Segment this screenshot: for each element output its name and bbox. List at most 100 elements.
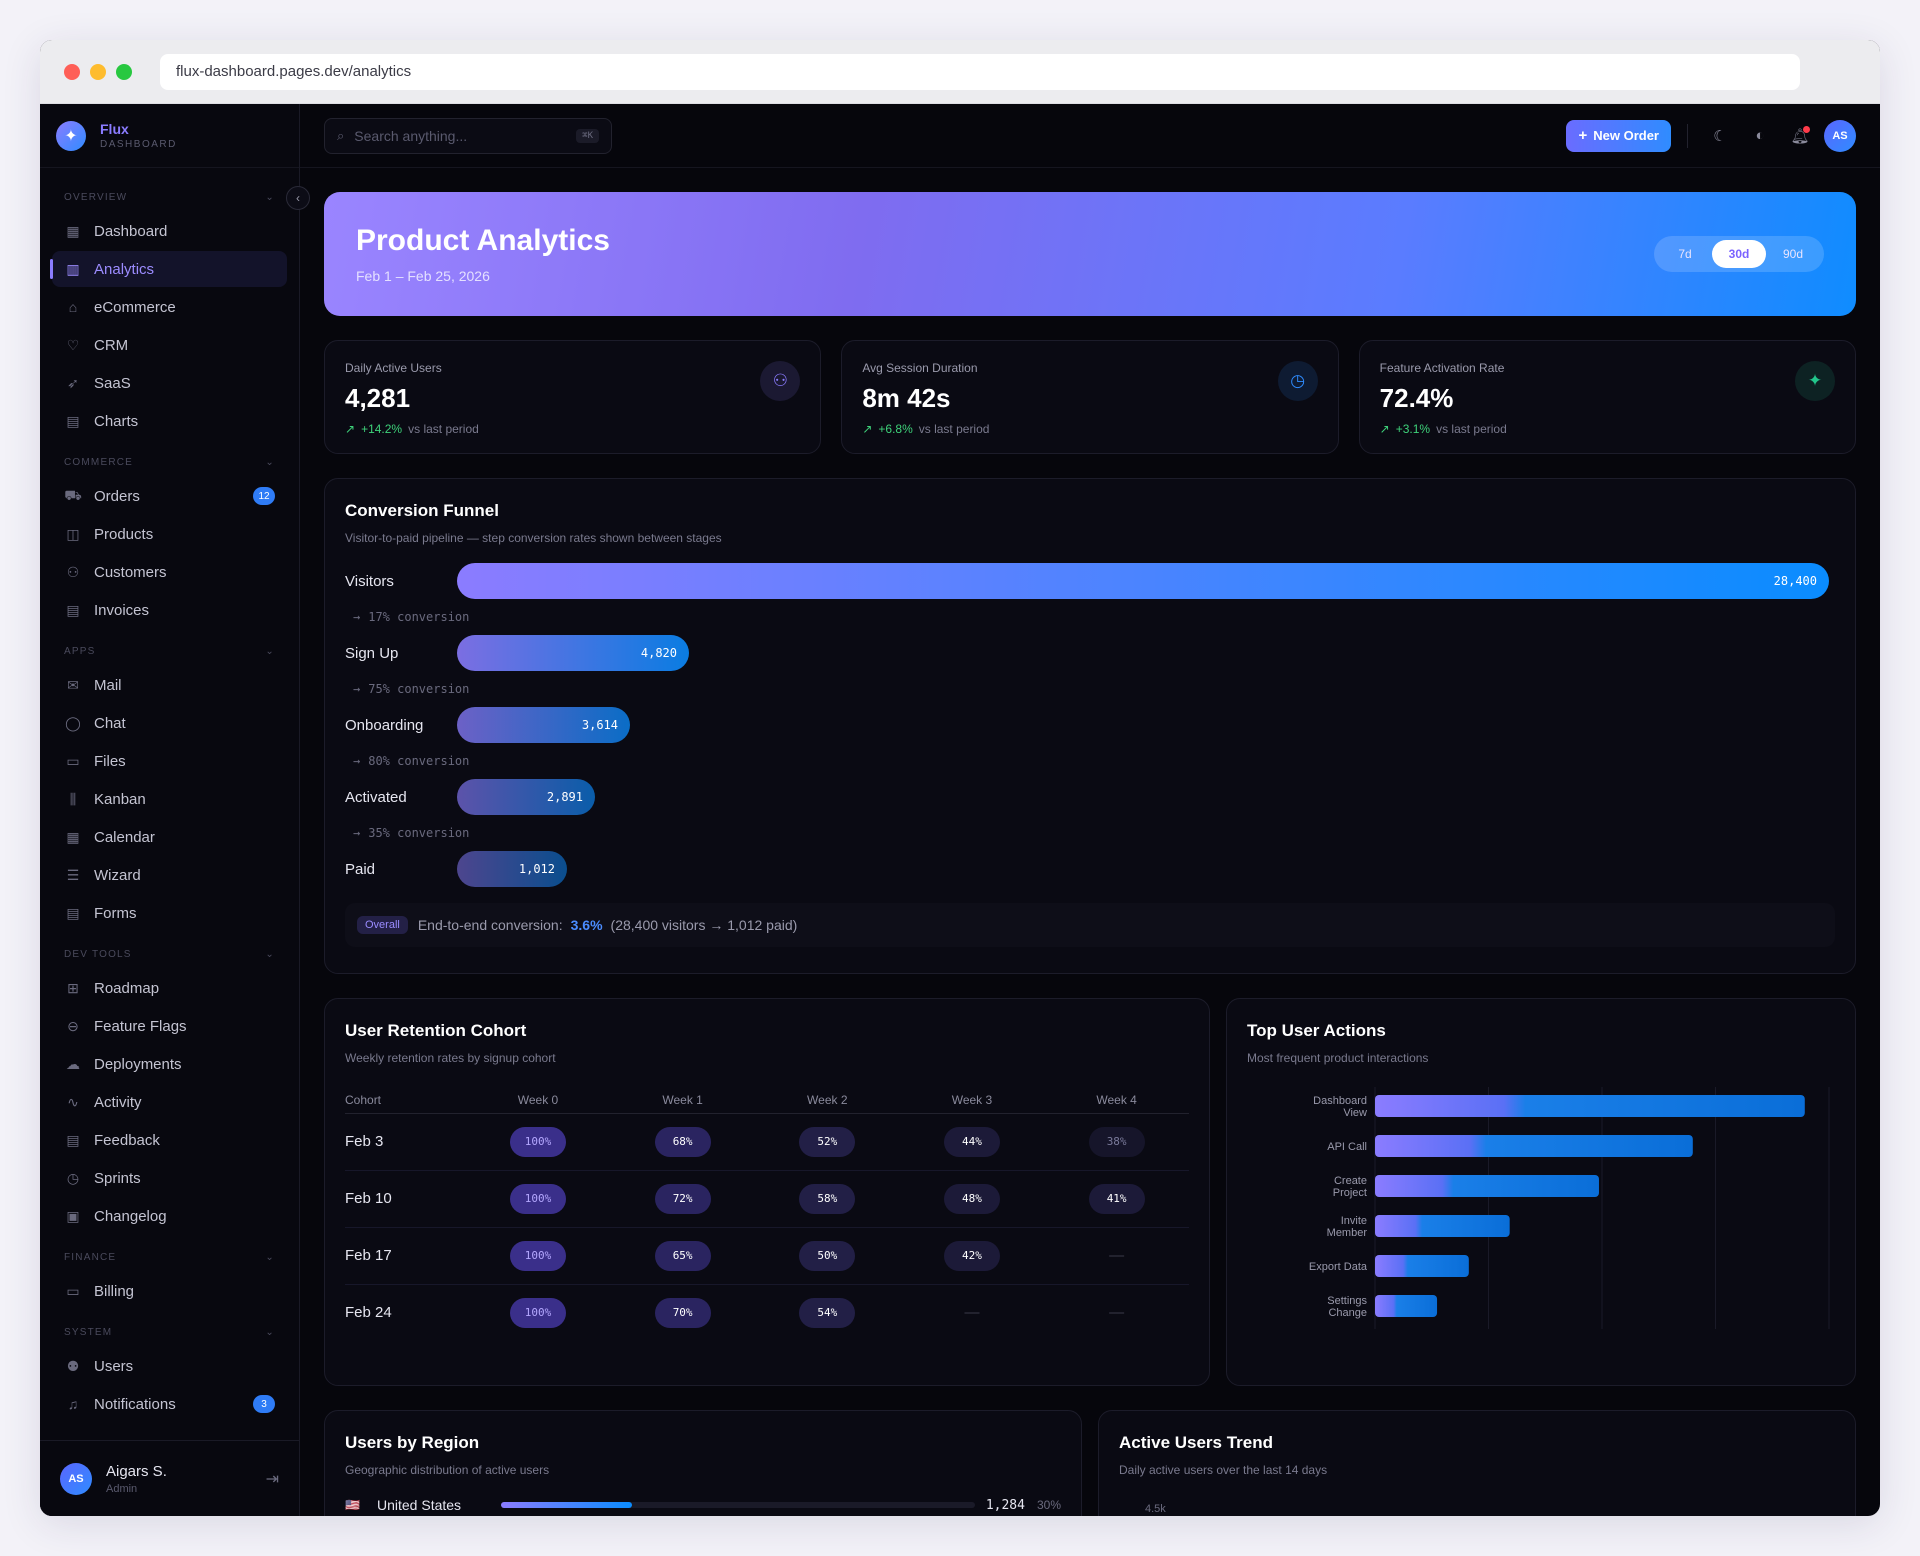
sidebar-section-title: APPS [64, 646, 96, 657]
category-label: Create Project [1333, 1175, 1367, 1199]
sidebar-item-calendar[interactable]: ▦ Calendar [52, 819, 287, 855]
sidebar-item-feature-flags[interactable]: ⊖ Feature Flags [52, 1008, 287, 1044]
sidebar-item-notifications[interactable]: ♫ Notifications 3 [52, 1386, 287, 1422]
x-tick-label: 0 [1372, 1346, 1378, 1347]
sidebar-item-sprints[interactable]: ◷ Sprints [52, 1160, 287, 1196]
users-icon: ⚇ [760, 361, 801, 401]
sidebar-item-charts[interactable]: ▤ Charts [52, 403, 287, 439]
sidebar-section-header[interactable]: OVERVIEW ⌄ [52, 182, 287, 213]
close-window-button[interactable] [64, 63, 80, 80]
cohort-cell: — [1044, 1284, 1189, 1341]
bell-icon: ♫ [67, 1396, 79, 1412]
sidebar-section-header[interactable]: SYSTEM ⌄ [52, 1317, 287, 1348]
sidebar-item-chat[interactable]: ◯ Chat [52, 705, 287, 741]
range-option-30d[interactable]: 30d [1712, 240, 1766, 268]
topbar-avatar[interactable]: AS [1824, 119, 1856, 152]
user-role: Admin [106, 1482, 138, 1495]
retention-value: 48% [943, 1183, 1000, 1214]
brand[interactable]: ✦ Flux DASHBOARD [40, 104, 299, 168]
new-order-label: New Order [1593, 128, 1659, 143]
collapse-sidebar-button[interactable]: ‹ [286, 186, 310, 210]
sidebar-item-wizard[interactable]: ☰ Wizard [52, 857, 287, 893]
sidebar-item-label: Invoices [94, 601, 150, 619]
sidebar-item-roadmap[interactable]: ⊞ Roadmap [52, 970, 287, 1006]
sidebar-item-label: Feature Flags [94, 1017, 187, 1035]
count-badge: 3 [253, 1395, 275, 1413]
sidebar-section-header[interactable]: APPS ⌄ [52, 636, 287, 667]
palette-button[interactable]: ◐ [1744, 120, 1776, 152]
address-bar[interactable]: flux-dashboard.pages.dev/analytics [160, 53, 1800, 90]
divider [1687, 123, 1688, 148]
sidebar-item-label: Sprints [94, 1169, 141, 1187]
column-header: Week 0 [465, 1087, 611, 1114]
theme-toggle-button[interactable]: ☾ [1704, 120, 1736, 152]
funnel-track: 1,012 [457, 851, 1835, 887]
cohort-cell: 68% [610, 1113, 755, 1171]
cohort-cell: 38% [1044, 1113, 1189, 1171]
arrow-right-icon: → [353, 826, 361, 840]
changelog-icon: ▣ [66, 1207, 80, 1224]
clock-icon: ◷ [1277, 361, 1318, 401]
sidebar-item-mail[interactable]: ✉ Mail [52, 667, 287, 703]
search-input[interactable]: ⌕ Search anything... ⌘K [324, 117, 612, 154]
funnel-stage: Paid 1,012 [345, 851, 1835, 887]
funnel-stage-label: Activated [345, 788, 407, 806]
minimize-window-button[interactable] [90, 63, 106, 80]
sidebar-item-label: Notifications [94, 1395, 176, 1413]
sidebar-section-header[interactable]: COMMERCE ⌄ [52, 447, 287, 478]
user-profile[interactable]: AS Aigars S. Admin ⇥ [40, 1440, 299, 1516]
arrow-right-icon: → [353, 610, 361, 624]
logout-icon[interactable]: ⇥ [265, 1470, 279, 1488]
chevron-down-icon: ⌄ [265, 192, 275, 203]
range-option-90d[interactable]: 90d [1782, 247, 1804, 261]
sidebar-item-saas[interactable]: ➶ SaaS [52, 365, 287, 401]
notifications-button[interactable]: 🔔︎ [1784, 120, 1816, 152]
new-order-button[interactable]: + New Order [1566, 119, 1671, 152]
sidebar-item-files[interactable]: ▭ Files [52, 743, 287, 779]
retention-value: 100% [509, 1240, 566, 1271]
country-name: United States [377, 1497, 462, 1513]
sidebar-item-crm[interactable]: ♡ CRM [52, 327, 287, 363]
funnel-bar: 1,012 [457, 851, 567, 887]
arrow-right-icon: → [353, 754, 361, 768]
trend-title: Active Users Trend [1119, 1433, 1274, 1452]
sidebar-item-ecommerce[interactable]: ⌂ eCommerce [52, 289, 287, 325]
top-actions-card: Top User Actions Most frequent product i… [1226, 998, 1856, 1386]
sidebar-section-header[interactable]: DEV TOOLS ⌄ [52, 939, 287, 970]
sidebar-item-users[interactable]: ⚉ Users [52, 1348, 287, 1384]
x-tick-label: 2.3k [1705, 1346, 1726, 1347]
sidebar-item-products[interactable]: ◫ Products [52, 516, 287, 552]
sidebar-item-orders[interactable]: ⛟ Orders 12 [52, 478, 287, 514]
maximize-window-button[interactable] [116, 63, 132, 80]
overall-value: 3.6% [570, 917, 603, 933]
sidebar-item-dashboard[interactable]: ▦ Dashboard [52, 213, 287, 249]
funnel-bar: 2,891 [457, 779, 595, 815]
sidebar-item-changelog[interactable]: ▣ Changelog [52, 1198, 287, 1234]
sidebar-item-customers[interactable]: ⚇ Customers [52, 554, 287, 590]
retention-value: 65% [654, 1240, 711, 1271]
shortcut-hint: ⌘K [576, 128, 599, 143]
retention-value: 54% [799, 1297, 856, 1328]
sidebar-item-billing[interactable]: ▭ Billing [52, 1273, 287, 1309]
sidebar-item-label: Wizard [94, 866, 141, 884]
box-icon: ◫ [66, 525, 80, 542]
category-label: Invite Member [1327, 1215, 1368, 1239]
cohort-cell: — [900, 1284, 1045, 1341]
sidebar-section-header[interactable]: FINANCE ⌄ [52, 1242, 287, 1273]
timer-icon: ◷ [66, 1169, 80, 1186]
sidebar-item-deployments[interactable]: ☁ Deployments [52, 1046, 287, 1082]
sidebar-item-forms[interactable]: ▤ Forms [52, 895, 287, 931]
sidebar-item-analytics[interactable]: ▥ Analytics [50, 251, 287, 287]
sidebar-item-invoices[interactable]: ▤ Invoices [52, 592, 287, 628]
range-option-7d[interactable]: 7d [1678, 247, 1692, 261]
funnel-bar-value: 4,820 [640, 646, 677, 660]
sidebar-item-activity[interactable]: ∿ Activity [52, 1084, 287, 1120]
bar-chart-icon: ▤ [66, 412, 80, 429]
sidebar-item-kanban[interactable]: ⫼ Kanban [52, 781, 287, 817]
sidebar-item-feedback[interactable]: ▤ Feedback [52, 1122, 287, 1158]
sidebar-item-label: Orders [94, 487, 140, 505]
handshake-icon: ♡ [66, 336, 80, 353]
kpi-change-value: +14.2% [361, 422, 403, 436]
kpi-change-suffix: vs last period [918, 422, 990, 436]
cloud-upload-icon: ☁ [66, 1055, 80, 1072]
